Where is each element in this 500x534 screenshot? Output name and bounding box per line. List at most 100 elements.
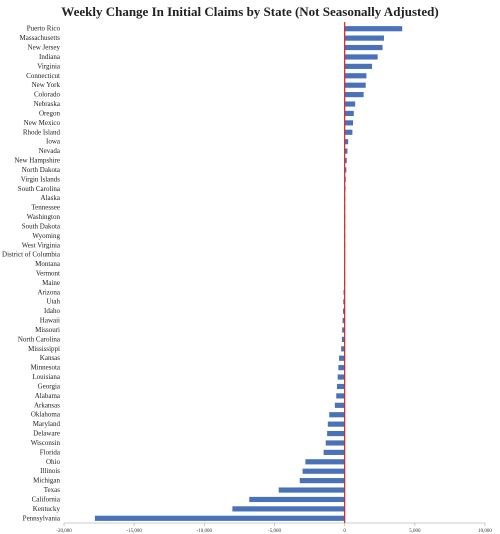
- category-label: Pennsylvania: [23, 514, 61, 522]
- bar: [343, 299, 345, 305]
- bar: [337, 374, 345, 380]
- category-label: Iowa: [46, 138, 61, 146]
- x-tick-label: -5,000: [268, 529, 281, 534]
- bar: [344, 129, 353, 135]
- category-label: Missouri: [35, 326, 60, 334]
- category-label: Louisiana: [32, 373, 60, 381]
- category-label: Maryland: [33, 420, 61, 428]
- x-tick-label: 0: [343, 529, 346, 534]
- category-label: Maine: [42, 279, 60, 287]
- bar: [329, 412, 345, 418]
- bar: [249, 496, 345, 503]
- category-label: Michigan: [33, 477, 60, 485]
- x-tick-label: 10,000: [478, 529, 492, 534]
- bar: [344, 120, 354, 126]
- category-label: North Carolina: [18, 335, 61, 343]
- category-label: Wisconsin: [31, 439, 61, 447]
- bar: [327, 430, 345, 437]
- bar: [334, 402, 345, 408]
- category-label: Virginia: [37, 62, 61, 70]
- category-label: Indiana: [39, 53, 61, 61]
- category-label: Alabama: [35, 392, 61, 400]
- category-label: Texas: [44, 486, 61, 494]
- x-tick-label: -10,000: [197, 529, 213, 534]
- bar: [327, 421, 345, 427]
- x-tick-label: 5,000: [409, 529, 421, 534]
- x-tick-label: -15,000: [126, 529, 142, 534]
- chart-title: Weekly Change In Initial Claims by State…: [61, 4, 439, 19]
- bar: [344, 63, 373, 69]
- category-label: Kentucky: [33, 505, 61, 513]
- category-label: New York: [32, 81, 61, 89]
- category-label: Illinois: [40, 467, 60, 475]
- bar: [344, 148, 348, 154]
- category-label: New Jersey: [28, 44, 61, 52]
- category-label: Florida: [40, 448, 61, 456]
- bar: [344, 44, 383, 51]
- bar: [344, 82, 366, 88]
- bar: [344, 110, 354, 117]
- bar: [336, 393, 345, 399]
- category-label: District of Columbia: [2, 251, 61, 259]
- category-label: South Dakota: [22, 222, 61, 230]
- category-label: Connecticut: [26, 72, 60, 80]
- category-label: Massachusetts: [20, 34, 61, 42]
- bar: [344, 101, 356, 107]
- category-label: Nevada: [39, 147, 61, 155]
- bar: [344, 54, 378, 60]
- category-label: Virgin Islands: [21, 175, 61, 183]
- category-label: Utah: [46, 298, 60, 306]
- bar: [344, 139, 349, 145]
- category-label: Washington: [27, 213, 61, 221]
- bar: [344, 35, 384, 41]
- category-label: Kansas: [40, 354, 60, 362]
- category-label: Tennessee: [31, 204, 60, 212]
- category-label: South Carolina: [18, 185, 61, 193]
- category-label: Oregon: [39, 109, 60, 117]
- bar: [342, 317, 345, 324]
- category-label: Montana: [35, 260, 61, 268]
- bar: [344, 73, 367, 79]
- bar: [305, 459, 345, 465]
- bar: [342, 327, 345, 333]
- category-label: North Dakota: [22, 166, 61, 174]
- category-label: Delaware: [33, 430, 60, 438]
- bar: [344, 92, 364, 98]
- bar: [344, 157, 347, 164]
- category-label: Oklahoma: [31, 411, 61, 419]
- x-tick-label: -20,000: [56, 529, 72, 534]
- category-label: New Hampshire: [14, 157, 60, 165]
- category-label: Colorado: [34, 91, 61, 99]
- bar: [323, 449, 345, 455]
- bar: [338, 365, 345, 371]
- category-label: Arizona: [37, 288, 60, 296]
- category-label: Nebraska: [34, 100, 61, 108]
- bar: [299, 478, 345, 484]
- category-label: West Virginia: [22, 241, 61, 249]
- bar: [325, 440, 345, 446]
- category-label: Puerto Rico: [27, 25, 61, 33]
- category-label: Hawaii: [40, 317, 60, 325]
- category-label: Georgia: [38, 382, 61, 390]
- category-label: Vermont: [36, 270, 60, 278]
- bar: [339, 355, 345, 361]
- bar: [302, 468, 345, 474]
- bar: [278, 487, 345, 493]
- bar: [342, 308, 345, 314]
- category-label: Idaho: [44, 307, 60, 315]
- category-label: Arkansas: [34, 401, 60, 409]
- category-label: California: [32, 495, 61, 503]
- bar: [341, 336, 345, 342]
- category-label: Minnesota: [30, 364, 60, 372]
- bar: [344, 167, 347, 173]
- category-label: Rhode Island: [23, 128, 61, 136]
- bar: [94, 515, 345, 521]
- bar: [344, 26, 403, 32]
- bar: [336, 383, 345, 390]
- bar: [232, 506, 345, 512]
- bar: [341, 346, 345, 352]
- category-label: Mississippi: [28, 345, 60, 353]
- category-label: Wyoming: [32, 232, 60, 240]
